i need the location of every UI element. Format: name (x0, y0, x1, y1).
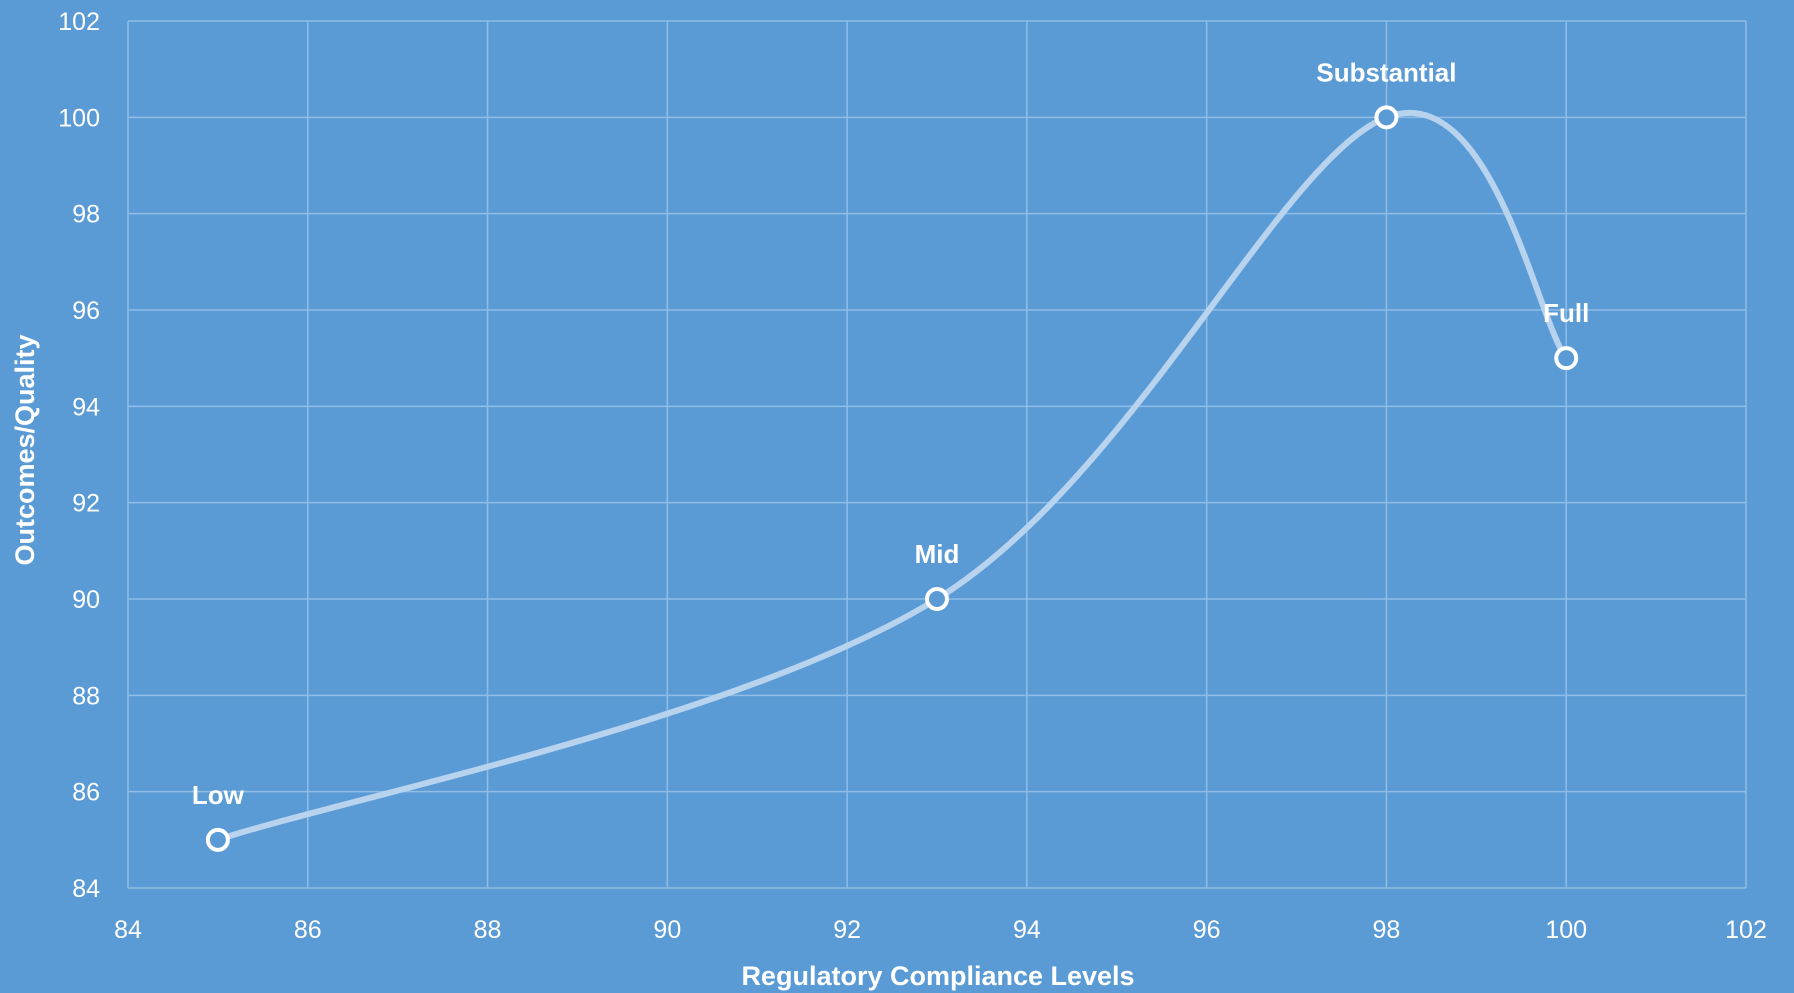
y-tick-label: 86 (72, 779, 100, 807)
grid (127, 20, 1747, 889)
x-tick-label: 100 (1545, 916, 1587, 944)
y-tick-label: 90 (72, 586, 100, 614)
x-tick-label: 102 (1725, 916, 1767, 944)
data-markers (205, 105, 1579, 852)
x-tick-label: 96 (1193, 916, 1221, 944)
data-point-label: Low (192, 780, 245, 810)
x-axis-ticks: 84 86 88 90 92 94 96 98 100 102 (114, 916, 1767, 944)
data-point-marker (925, 587, 949, 611)
y-tick-label: 102 (58, 8, 100, 36)
data-labels: Low Mid Substantial Full (192, 57, 1589, 810)
data-point-marker (1374, 105, 1399, 130)
series-line-path (214, 110, 1570, 843)
y-tick-label: 98 (72, 201, 100, 229)
x-tick-label: 88 (474, 916, 502, 944)
y-tick-label: 96 (72, 297, 100, 325)
y-tick-label: 88 (72, 682, 100, 710)
x-tick-label: 86 (294, 916, 322, 944)
y-axis-title: Outcomes/Quality (10, 334, 40, 565)
x-tick-label: 90 (653, 916, 681, 944)
y-axis-ticks: 84 86 88 90 92 94 96 98 100 102 (58, 8, 100, 903)
x-tick-label: 98 (1373, 916, 1401, 944)
data-point-marker (1554, 346, 1579, 371)
series-line (214, 110, 1570, 843)
y-tick-label: 84 (72, 875, 100, 903)
data-point-label: Full (1543, 298, 1589, 328)
data-point-marker (205, 827, 230, 852)
y-tick-label: 100 (58, 104, 100, 132)
y-tick-label: 94 (72, 393, 100, 421)
x-tick-label: 94 (1013, 916, 1041, 944)
x-axis-title: Regulatory Compliance Levels (741, 961, 1134, 991)
data-point-label: Mid (915, 539, 960, 569)
x-tick-label: 84 (114, 916, 142, 944)
data-point-label: Substantial (1316, 57, 1456, 87)
x-tick-label: 92 (833, 916, 861, 944)
y-tick-label: 92 (72, 490, 100, 518)
